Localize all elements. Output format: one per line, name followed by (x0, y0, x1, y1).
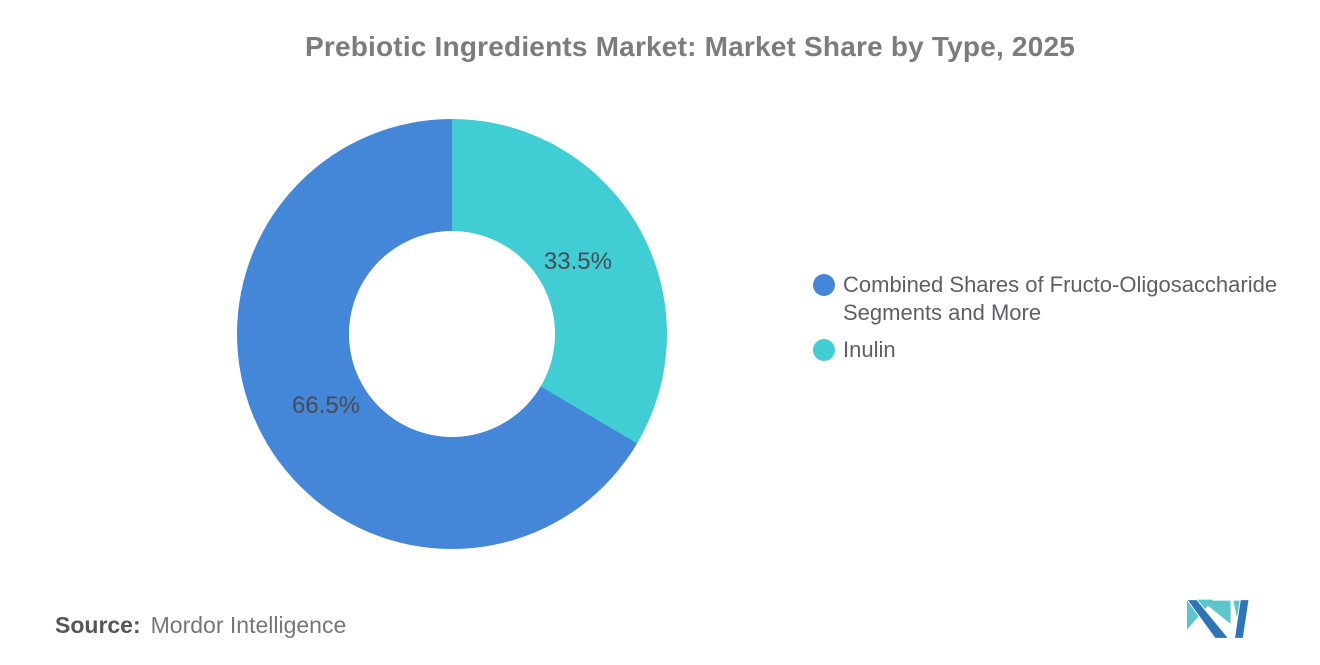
legend-label-inulin: Inulin (843, 337, 896, 362)
slice-label-fructo: 66.5% (292, 391, 361, 419)
legend-dot-inulin-icon (813, 339, 835, 361)
legend-label-fructo: Combined Shares of Fructo-Oligosaccharid… (843, 272, 1278, 325)
donut-hole (349, 231, 555, 437)
source-line: Source: Mordor Intelligence (55, 612, 346, 639)
source-value: Mordor Intelligence (150, 612, 347, 638)
legend-item-inulin[interactable]: Inulin (813, 336, 1303, 364)
mordor-intelligence-logo (1186, 599, 1250, 639)
donut-chart: 66.5% 33.5% (237, 119, 667, 549)
slice-label-inulin: 33.5% (543, 248, 612, 276)
chart-title: Prebiotic Ingredients Market: Market Sha… (304, 31, 1076, 62)
legend: Combined Shares of Fructo-Oligosaccharid… (813, 271, 1303, 373)
legend-dot-fructo-icon (813, 274, 835, 296)
source-label: Source: (55, 612, 141, 638)
legend-item-fructo[interactable]: Combined Shares of Fructo-Oligosaccharid… (813, 271, 1303, 327)
